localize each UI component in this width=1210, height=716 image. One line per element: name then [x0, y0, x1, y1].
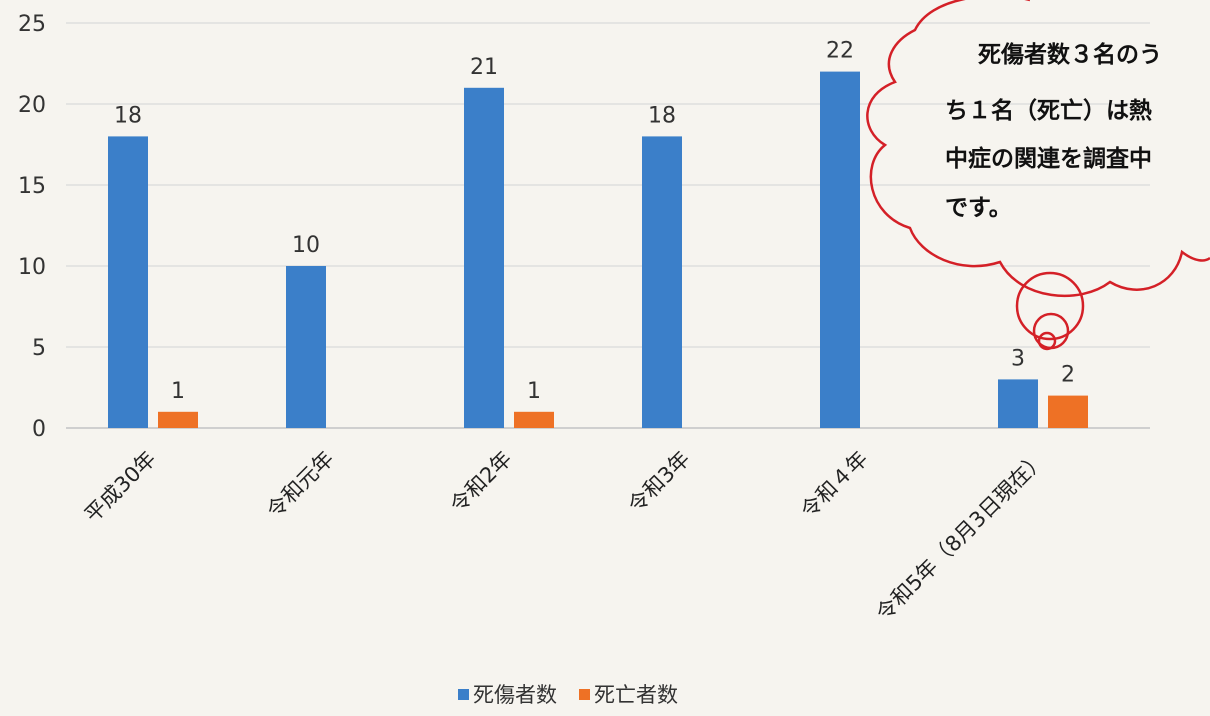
data-label: 2	[1061, 363, 1075, 388]
gridlines	[66, 22, 1150, 429]
data-label: 10	[292, 233, 320, 258]
y-tick-label: 0	[32, 417, 46, 442]
bar-deaths	[1048, 395, 1088, 428]
data-label: 21	[470, 55, 498, 80]
data-label: 3	[1011, 346, 1025, 371]
bar-deaths	[158, 411, 198, 428]
cloud-bubble-small	[1037, 331, 1057, 351]
bar-casualties	[464, 87, 504, 429]
legend-swatch	[579, 689, 590, 700]
data-label: 22	[826, 39, 854, 64]
x-tick-label: 令和４年	[796, 447, 872, 523]
cloud-text-line: です。	[945, 195, 1012, 221]
bar-casualties	[108, 136, 148, 428]
y-tick-label: 10	[18, 255, 46, 280]
cloud-text-line: 死傷者数３名のう	[978, 41, 1162, 68]
cloud-text-line: 中症の関連を調査中	[945, 145, 1152, 172]
x-tick-label: 令和元年	[262, 447, 338, 523]
bar-deaths	[514, 411, 554, 428]
y-tick-label: 15	[18, 174, 46, 199]
legend: 死傷者数 死亡者数	[458, 683, 678, 707]
bar-casualties	[642, 136, 682, 428]
data-label: 1	[527, 379, 541, 404]
cloud-bubble-large	[1015, 271, 1085, 341]
data-label: 18	[114, 103, 142, 128]
data-label: 1	[171, 379, 185, 404]
y-tick-label: 25	[18, 12, 46, 37]
y-tick-label: 5	[32, 336, 46, 361]
x-tick-label: 令和5年（8月3日現在）	[872, 447, 1051, 626]
bar-casualties	[286, 266, 326, 428]
cloud-text-line: ち１名（死亡）は熱	[945, 97, 1152, 124]
data-label: 18	[648, 103, 676, 128]
y-tick-label: 20	[18, 93, 46, 118]
y-axis: 0 5 10 15 20 25	[18, 12, 46, 442]
x-tick-label: 令和2年	[446, 447, 517, 518]
cloud-outline	[866, 0, 1210, 298]
legend-swatch	[458, 689, 469, 700]
bars	[108, 71, 1088, 429]
bar-casualties	[820, 71, 860, 428]
bar-casualties	[998, 379, 1038, 428]
data-labels: 18 1 10 21 1 18 22 3 2	[114, 39, 1075, 404]
legend-label: 死傷者数	[473, 683, 557, 707]
x-tick-label: 令和3年	[624, 447, 695, 518]
x-axis: 平成30年 令和元年 令和2年 令和3年 令和４年 令和5年（8月3日現在）	[80, 447, 1050, 626]
x-tick-label: 平成30年	[80, 447, 160, 527]
legend-label: 死亡者数	[594, 683, 678, 707]
